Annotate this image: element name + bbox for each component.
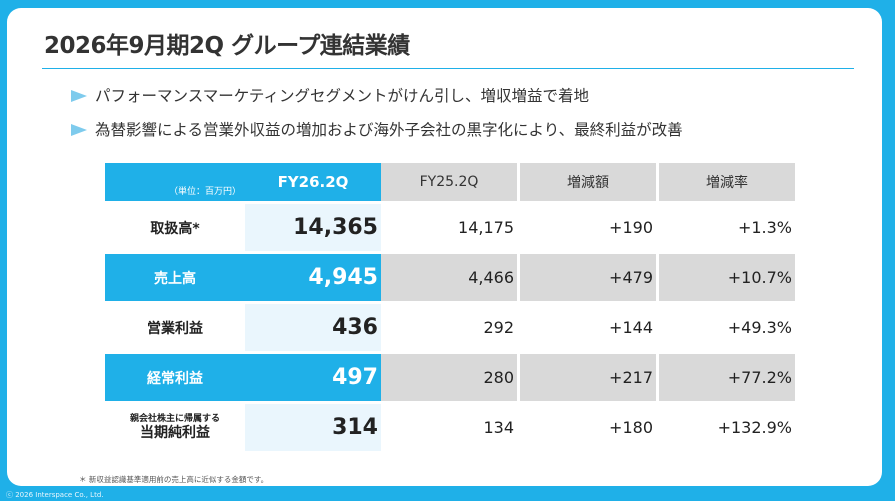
cell-rate: +10.7% <box>656 251 795 301</box>
table-header-row: （単位：百万円） FY26.2Q FY25.2Q 増減額 増減率 <box>105 163 795 201</box>
page-title: 2026年9月期2Q グループ連結業績 <box>44 33 410 59</box>
table-row: 売上高 4,945 4,466 +479 +10.7% <box>105 251 795 301</box>
page-number: 4 <box>877 483 881 486</box>
cell-rate: +1.3% <box>656 201 795 251</box>
cell-diff: +217 <box>517 351 656 401</box>
row-label-prefix: 親会社株主に帰属する <box>129 413 220 424</box>
cell-fy26: 314 <box>245 401 381 451</box>
table-row: 親会社株主に帰属する 当期純利益 314 134 +180 +132.9% <box>105 401 795 451</box>
header-fy25: FY25.2Q <box>381 163 517 201</box>
bullet-text: 為替影響による営業外収益の増加および海外子会社の黒字化により、最終利益が改善 <box>95 121 683 139</box>
cell-fy25: 292 <box>381 301 517 351</box>
table-row: 経常利益 497 280 +217 +77.2% <box>105 351 795 401</box>
header-diff: 増減額 <box>517 163 656 201</box>
copyright: ⓒ 2026 Interspace Co., Ltd. <box>6 491 104 499</box>
cell-diff: +180 <box>517 401 656 451</box>
cell-diff: +190 <box>517 201 656 251</box>
cell-diff: +144 <box>517 301 656 351</box>
cell-rate: +132.9% <box>656 401 795 451</box>
table-row: 営業利益 436 292 +144 +49.3% <box>105 301 795 351</box>
cell-fy25: 14,175 <box>381 201 517 251</box>
unit-label: （単位：百万円） <box>105 163 245 201</box>
cell-diff: +479 <box>517 251 656 301</box>
cell-fy26: 436 <box>245 301 381 351</box>
row-label: 経常利益 <box>105 351 245 401</box>
cell-fy26: 14,365 <box>245 201 381 251</box>
row-label: 親会社株主に帰属する 当期純利益 <box>105 401 245 451</box>
table-row: 取扱高* 14,365 14,175 +190 +1.3% <box>105 201 795 251</box>
triangle-bullet-icon <box>71 124 87 136</box>
cell-fy25: 134 <box>381 401 517 451</box>
bullet-item: パフォーマンスマーケティングセグメントがけん引し、増収増益で着地 <box>71 84 589 106</box>
header-fy26: FY26.2Q <box>245 163 381 201</box>
title-divider <box>42 68 854 69</box>
slide: 2026年9月期2Q グループ連結業績 パフォーマンスマーケティングセグメントが… <box>7 8 882 486</box>
cell-fy25: 4,466 <box>381 251 517 301</box>
cell-rate: +49.3% <box>656 301 795 351</box>
bullet-text: パフォーマンスマーケティングセグメントがけん引し、増収増益で着地 <box>95 87 589 105</box>
row-label: 売上高 <box>105 251 245 301</box>
results-table: （単位：百万円） FY26.2Q FY25.2Q 増減額 増減率 取扱高* 14… <box>105 163 795 451</box>
footnote: ＊ 新収益認識基準適用前の売上高に近似する金額です。 <box>79 475 269 484</box>
triangle-bullet-icon <box>71 90 87 102</box>
row-label-main: 当期純利益 <box>140 424 210 441</box>
cell-fy25: 280 <box>381 351 517 401</box>
row-label: 営業利益 <box>105 301 245 351</box>
header-rate: 増減率 <box>656 163 795 201</box>
cell-fy26: 497 <box>245 351 381 401</box>
cell-rate: +77.2% <box>656 351 795 401</box>
bullet-item: 為替影響による営業外収益の増加および海外子会社の黒字化により、最終利益が改善 <box>71 118 683 140</box>
row-label: 取扱高* <box>105 201 245 251</box>
cell-fy26: 4,945 <box>245 251 381 301</box>
